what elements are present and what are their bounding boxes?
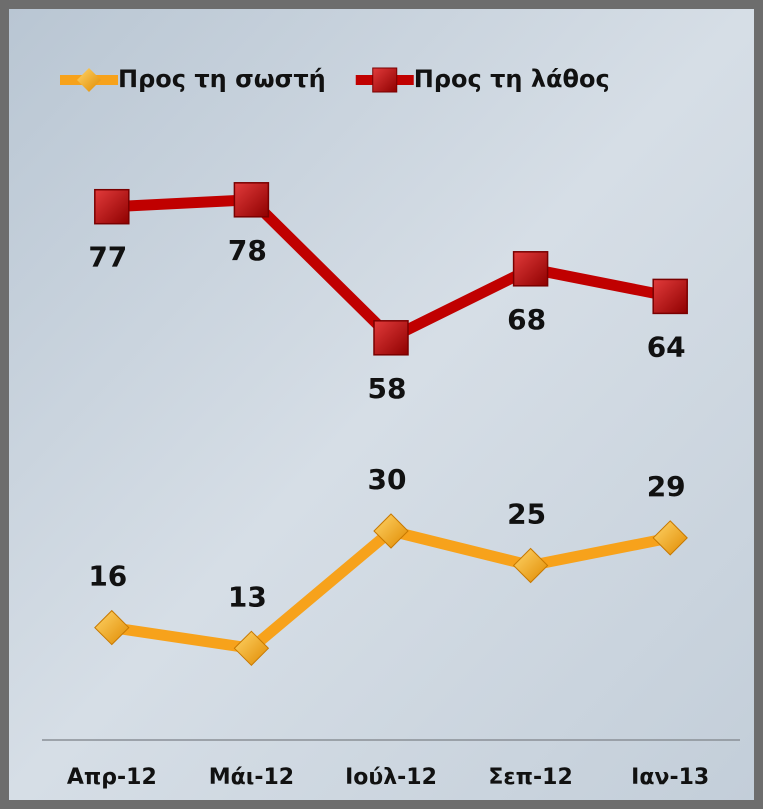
data-point <box>234 183 268 217</box>
x-tick-label: Μάι-12 <box>209 765 294 790</box>
data-label: 78 <box>228 234 267 267</box>
data-label: 64 <box>647 330 686 363</box>
data-label: 29 <box>647 470 686 503</box>
data-point <box>653 279 687 313</box>
x-tick-label: Απρ-12 <box>67 765 157 790</box>
x-tick-label: Σεπ-12 <box>488 765 572 790</box>
data-point <box>95 190 129 224</box>
legend-label: Προς τη λάθος <box>414 65 610 93</box>
x-tick-label: Ιαν-13 <box>631 765 709 790</box>
data-label: 30 <box>368 463 407 496</box>
x-tick-label: Ιούλ-12 <box>345 765 437 790</box>
data-label: 25 <box>507 498 546 531</box>
data-point <box>374 321 408 355</box>
legend-marker <box>373 68 397 92</box>
data-label: 16 <box>88 560 127 593</box>
data-label: 68 <box>507 303 546 336</box>
page: Απρ-12 Μάι-12 Ιούλ-12 Σεπ-12 Ιαν-13 16 13 30 25 2… <box>0 0 763 809</box>
data-point <box>514 252 548 286</box>
data-label: 77 <box>88 241 127 274</box>
chart: Απρ-12 Μάι-12 Ιούλ-12 Σεπ-12 Ιαν-13 16 13 30 25 2… <box>0 0 763 809</box>
legend-label: Προς τη σωστή <box>118 65 326 93</box>
data-label: 13 <box>228 580 267 613</box>
data-label: 58 <box>368 372 407 405</box>
